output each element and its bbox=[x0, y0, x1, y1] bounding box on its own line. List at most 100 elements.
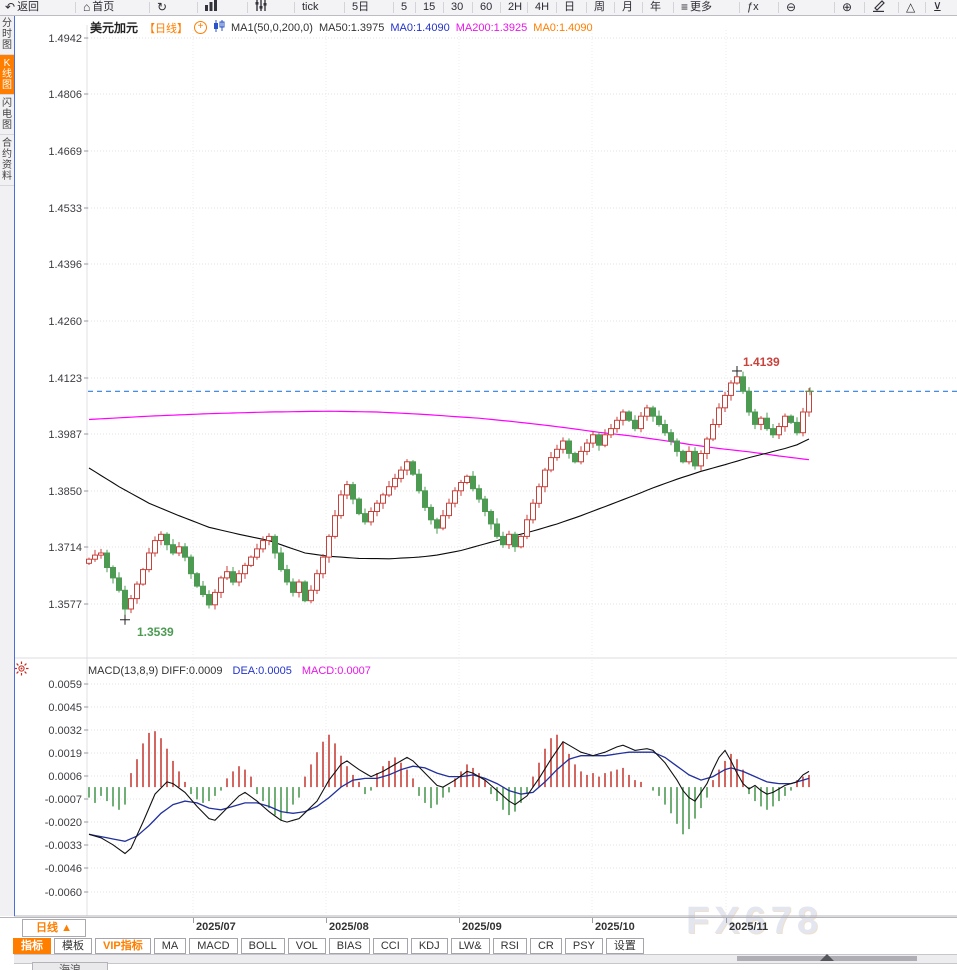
svg-text:1.4123: 1.4123 bbox=[48, 373, 82, 385]
toolbar-label: 月 bbox=[622, 1, 633, 13]
toolbar-shapes-triangle-icon[interactable]: △ bbox=[906, 0, 915, 14]
toolbar-interval-2h-button[interactable]: 2H bbox=[508, 0, 522, 14]
toolbar-interval-month-button[interactable]: 月 bbox=[622, 0, 633, 14]
add-indicator-icon[interactable]: + bbox=[194, 21, 208, 34]
toolbar-separator bbox=[415, 2, 416, 13]
svg-text:0.0059: 0.0059 bbox=[48, 679, 82, 691]
partial-tab[interactable]: 海浪 bbox=[32, 962, 108, 970]
period-label: 【日线】 bbox=[144, 22, 189, 35]
toolbar-zoom-in-icon[interactable]: ⊕ bbox=[842, 0, 852, 14]
toolbar-interval-week-button[interactable]: 周 bbox=[594, 0, 605, 14]
indicator-tab-kdj[interactable]: KDJ bbox=[410, 938, 448, 954]
toolbar-separator bbox=[642, 2, 643, 13]
indicator-tab-rsi[interactable]: RSI bbox=[492, 938, 527, 954]
toolbar-interval-60-button[interactable]: 60 bbox=[480, 0, 492, 14]
sidebar-tab-3[interactable]: 闪电图 bbox=[0, 95, 14, 135]
svg-text:1.4942: 1.4942 bbox=[48, 33, 82, 45]
diff-line bbox=[88, 740, 810, 855]
indicator-tab-psy[interactable]: PSY bbox=[564, 938, 603, 954]
macd-settings-icon[interactable] bbox=[14, 661, 29, 681]
toolbar-draw-pencil-icon[interactable] bbox=[872, 0, 885, 14]
indicator-tabs-row: 指标 模板 VIP指标 MA MACD BOLL VOL BIAS CCI KDJ LW& RSI CR… bbox=[0, 938, 957, 954]
toolbar-formula-fx-button[interactable]: ƒx bbox=[747, 0, 759, 14]
indicator-tab-cr[interactable]: CR bbox=[529, 938, 562, 954]
toolbar-separator bbox=[197, 2, 198, 13]
toolbar-separator bbox=[673, 2, 674, 13]
svg-text:1.4139: 1.4139 bbox=[743, 355, 780, 369]
month-label: 2025/07 bbox=[196, 921, 236, 933]
toolbar-label: 更多 bbox=[690, 1, 713, 13]
main-chart-header: 美元加元 【日线】 + MA1(50,0,200,0) MA50:1.3975 … bbox=[90, 19, 593, 36]
toolbar-separator bbox=[739, 2, 740, 13]
indicator-tab-cci[interactable]: CCI bbox=[372, 938, 408, 954]
sidebar-tab-1[interactable]: 分时图 bbox=[0, 15, 14, 55]
low-marker: 1.3539 bbox=[120, 614, 174, 639]
toolbar-interval-15-button[interactable]: 15 bbox=[423, 0, 435, 14]
sidebar-tab-4[interactable]: 合约资料 bbox=[0, 135, 14, 186]
macd-header: MACD(13,8,9) DIFF:0.0009 DEA:0.0005 MACD… bbox=[88, 665, 371, 677]
toolbar-refresh-icon[interactable]: ↻ bbox=[157, 0, 167, 14]
toolbar-interval-year-button[interactable]: 年 bbox=[650, 0, 661, 14]
toolbar-separator bbox=[149, 2, 150, 13]
indicator-tab-bias[interactable]: BIAS bbox=[328, 938, 370, 954]
indicator-tab-[interactable]: 模板 bbox=[54, 938, 92, 954]
main-y-axis: 1.4942 1.4806 1.4669 1.4533 1.4396 1.4260 1.41… bbox=[45, 33, 88, 899]
month-tick bbox=[193, 918, 194, 923]
toolbar-separator bbox=[500, 2, 501, 13]
toolbar-separator bbox=[898, 2, 899, 13]
zoom-in-icon: ⊕ bbox=[842, 0, 853, 14]
toolbar-collapse-icon[interactable]: ⊻ bbox=[933, 0, 942, 14]
indicator-sliders-icon bbox=[255, 0, 267, 14]
indicator-tab-[interactable]: 设置 bbox=[605, 938, 644, 954]
indicator-tab-macd[interactable]: MACD bbox=[189, 938, 238, 954]
svg-text:-0.0033: -0.0033 bbox=[45, 840, 82, 852]
toolbar-label: 2H bbox=[508, 1, 523, 13]
ma200-value: MA200:1.3925 bbox=[455, 21, 528, 34]
toolbar-chart-type-icon[interactable] bbox=[205, 0, 217, 14]
toolbar-interval-4h-button[interactable]: 4H bbox=[535, 0, 549, 14]
svg-text:1.4669: 1.4669 bbox=[48, 146, 82, 158]
indicator-tab-boll[interactable]: BOLL bbox=[240, 938, 285, 954]
shapes-triangle-icon: △ bbox=[906, 0, 916, 14]
toolbar-interval-5-button[interactable]: 5 bbox=[401, 0, 407, 14]
candles-layer bbox=[86, 371, 812, 620]
toolbar-zoom-out-icon[interactable]: ⊖ bbox=[786, 0, 796, 14]
toolbar-interval-tick-button[interactable]: tick bbox=[302, 0, 319, 14]
indicator-tab-lw[interactable]: LW& bbox=[450, 938, 490, 954]
toolbar-interval-5d-button[interactable]: 5日 bbox=[352, 0, 369, 14]
symbol-name: 美元加元 bbox=[90, 21, 139, 35]
month-tick bbox=[459, 918, 460, 923]
toolbar-indicator-sliders-icon[interactable] bbox=[255, 0, 267, 14]
svg-text:0.0006: 0.0006 bbox=[48, 771, 82, 783]
indicator-tab-[interactable]: 指标 bbox=[13, 938, 51, 954]
draw-pencil-icon bbox=[872, 0, 885, 15]
toolbar-label: 周 bbox=[594, 1, 605, 13]
scrollbar-handle-icon[interactable] bbox=[820, 954, 834, 961]
month-tick bbox=[326, 918, 327, 923]
macd-title-and-diff: MACD(13,8,9) DIFF:0.0009 bbox=[88, 665, 223, 677]
toolbar-separator bbox=[393, 2, 394, 13]
indicator-tab-vol[interactable]: VOL bbox=[287, 938, 326, 954]
toolbar-label: 4H bbox=[535, 1, 550, 13]
indicator-tab-vip[interactable]: VIP指标 bbox=[95, 938, 151, 954]
indicator-tab-ma[interactable]: MA bbox=[153, 938, 187, 954]
toolbar-label: 首页 bbox=[92, 1, 115, 13]
month-label: 2025/08 bbox=[329, 921, 369, 933]
toolbar-more-button[interactable]: ≡ 更多 bbox=[681, 0, 712, 14]
more-icon: ≡ bbox=[681, 0, 689, 14]
period-selector-button[interactable]: 日线 ▲ bbox=[22, 919, 86, 937]
xaxis-row: 日线 ▲ 2025/07 2025/08 2025/09 2025/10 2025/11 bbox=[0, 917, 957, 938]
chart-scrollbar[interactable] bbox=[14, 954, 957, 964]
svg-text:-0.0060: -0.0060 bbox=[45, 887, 82, 899]
toolbar-interval-30-button[interactable]: 30 bbox=[451, 0, 463, 14]
toolbar-home-button[interactable]: ⌂ 首页 bbox=[83, 0, 114, 14]
svg-text:1.3539: 1.3539 bbox=[137, 625, 174, 639]
svg-text:1.3850: 1.3850 bbox=[48, 486, 82, 498]
toolbar-label: 30 bbox=[451, 1, 464, 13]
toolbar-label: 返回 bbox=[17, 1, 40, 13]
toolbar-back-button[interactable]: ↶ 返回 bbox=[5, 0, 39, 14]
toolbar-interval-day-button[interactable]: 日 bbox=[564, 0, 575, 14]
